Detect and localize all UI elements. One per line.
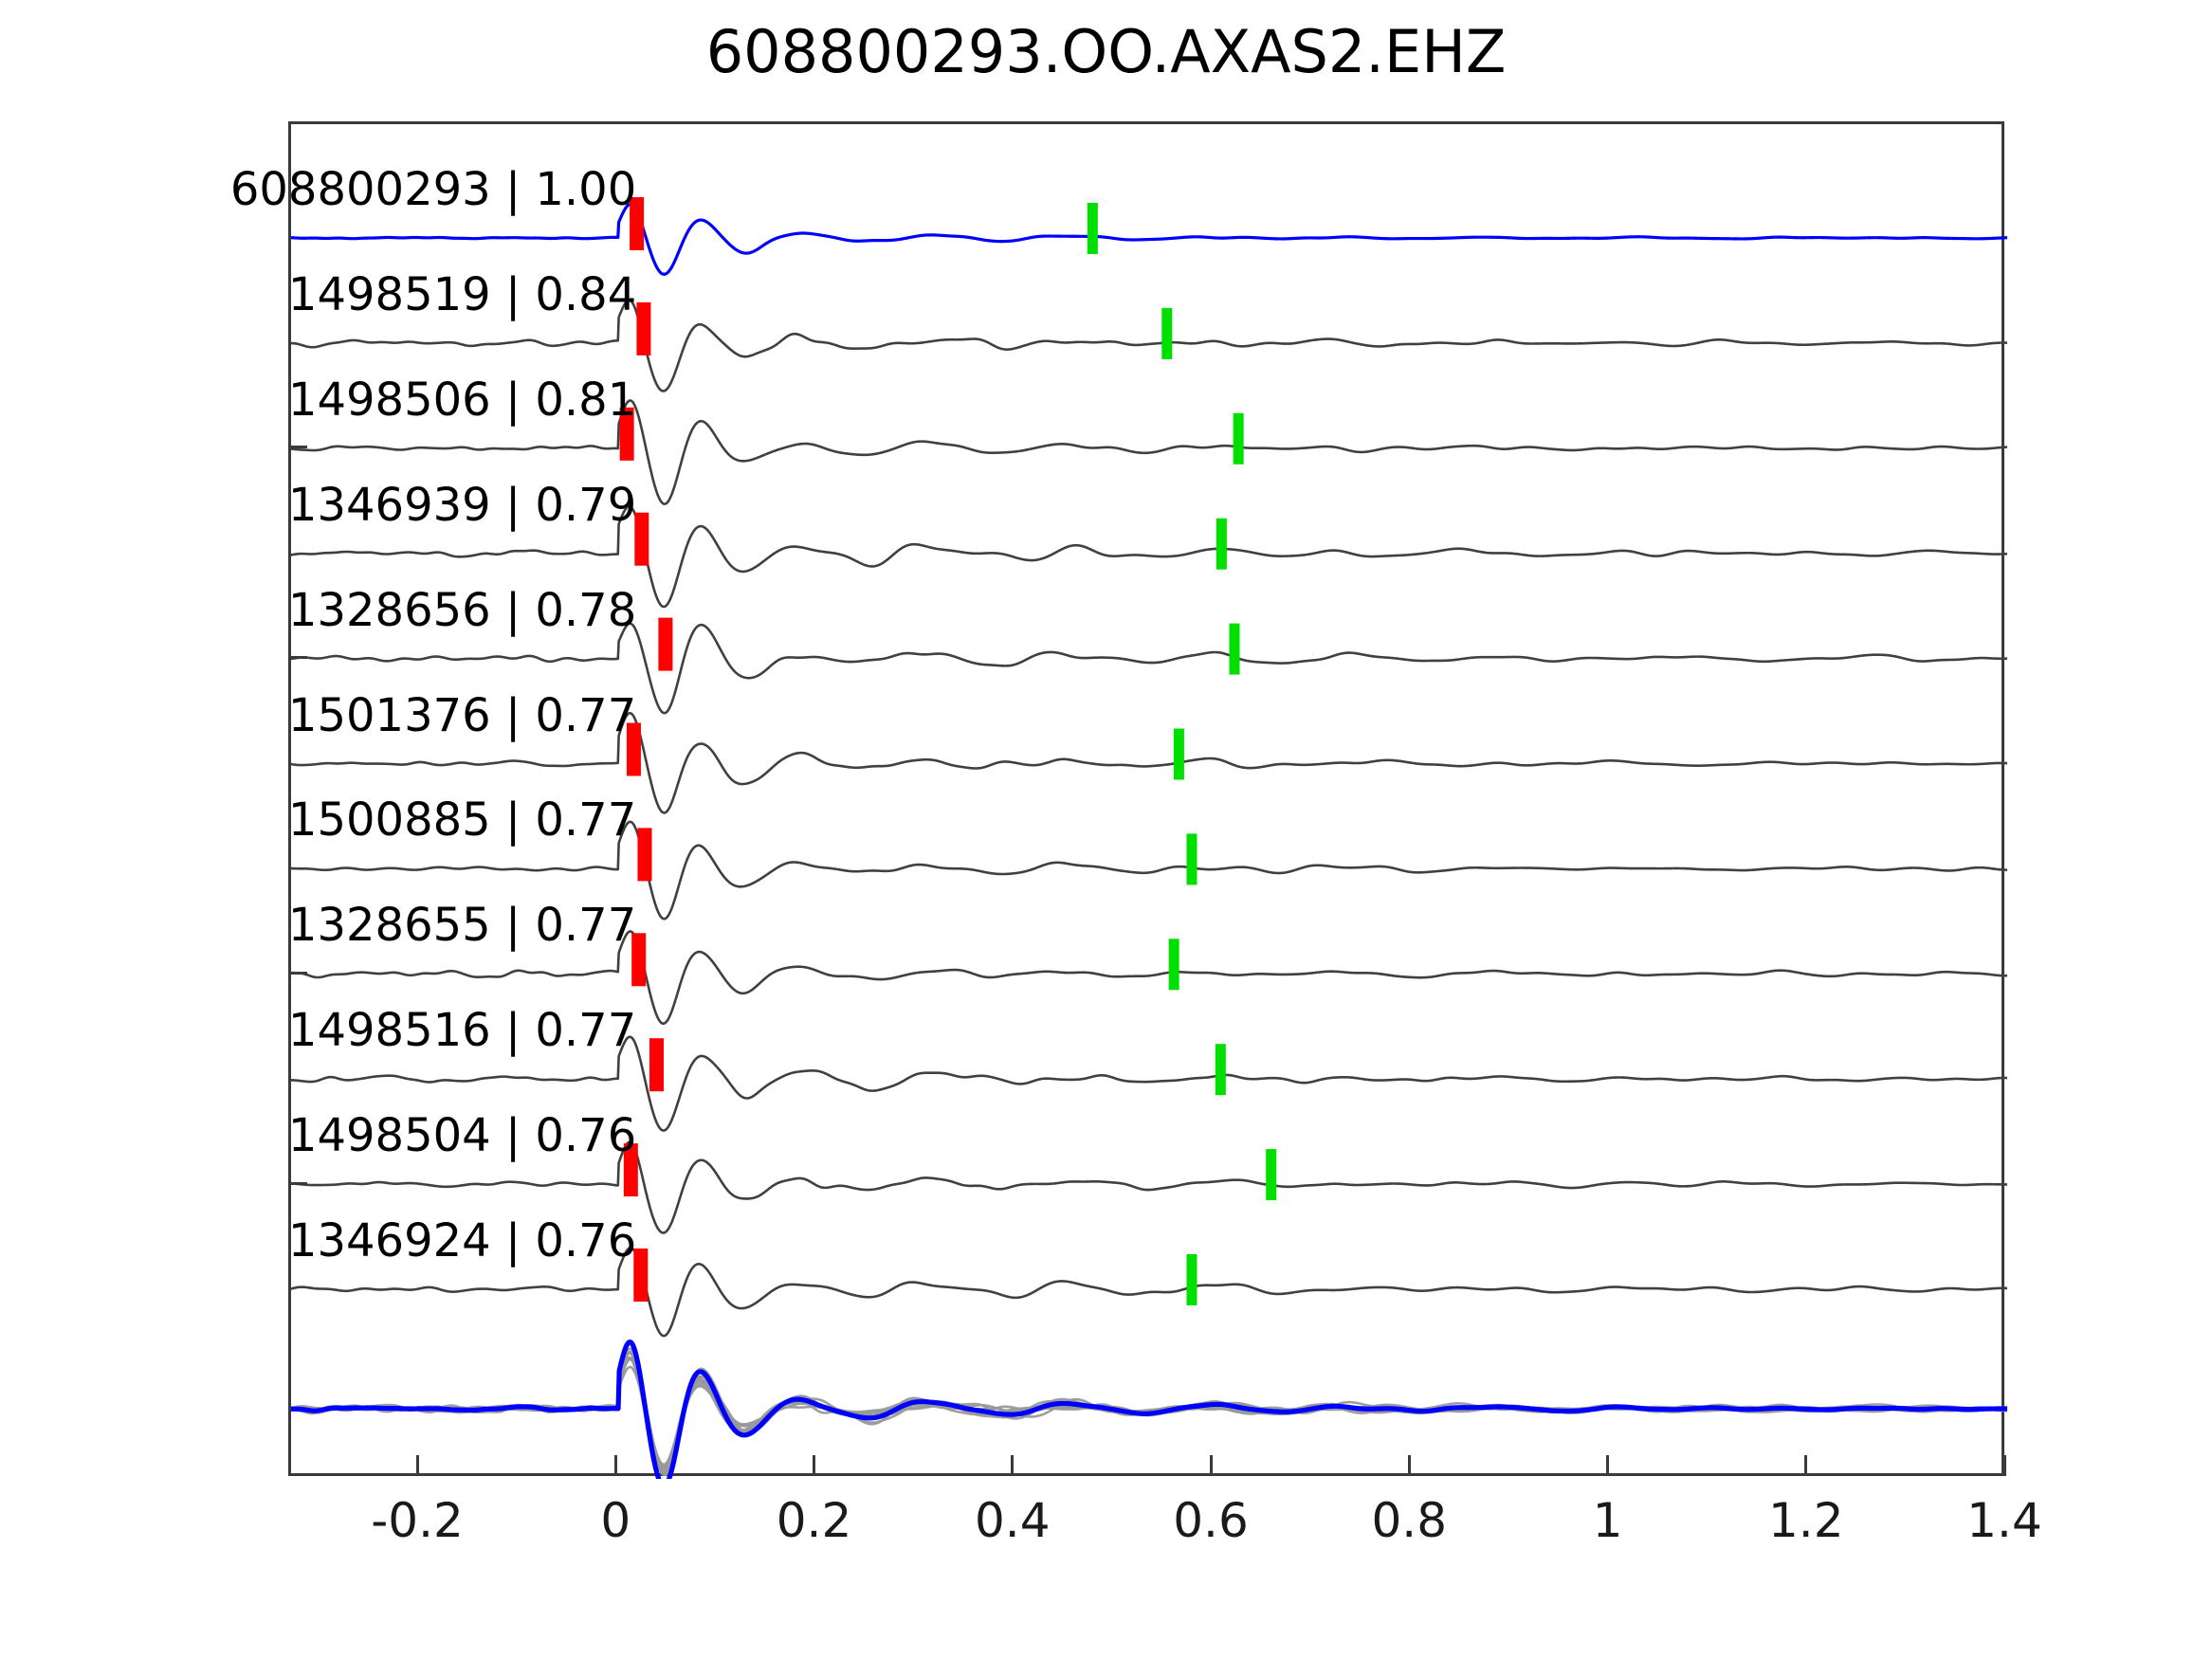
x-axis-tick-label: 1 [1592,1493,1623,1548]
p-pick-marker [634,512,649,566]
waveform-trace [291,711,2007,814]
trace-label: 1328655 | 0.77 [287,899,637,953]
p-pick-marker [636,301,651,356]
s-pick-marker [1168,939,1179,991]
waveform-trace [291,399,2007,505]
x-axis-tick [1606,1455,1609,1476]
waveform-trace [291,202,2007,276]
s-pick-marker [1186,1254,1197,1305]
plot-axes-frame [288,121,2007,1479]
waveform-trace [291,504,2007,609]
x-axis-tick [1804,1455,1808,1476]
p-pick-marker [649,1038,665,1092]
waveform-path [291,711,2007,814]
waveform-trace [291,1140,2007,1234]
p-pick-marker [626,722,641,776]
s-pick-marker [1161,307,1173,359]
p-pick-marker [633,1249,649,1302]
x-axis-tick-label: 0.4 [974,1493,1051,1548]
trace-label: 1498504 | 0.76 [287,1109,637,1163]
waveform-path [291,202,2007,276]
trace-label: 1328656 | 0.78 [287,583,637,637]
p-pick-marker [658,617,673,671]
waveform-path [291,930,2007,1025]
waveform-path [291,1035,2007,1132]
stack-overlay-trace [291,1365,2007,1475]
x-axis-tick-label: 0.8 [1371,1493,1448,1548]
s-pick-marker [1229,623,1240,675]
trace-label: 1500885 | 0.77 [287,793,637,848]
p-pick-marker [619,407,634,461]
waveform-path [291,1140,2007,1234]
s-pick-marker [1216,518,1227,570]
x-axis-tick [1011,1455,1015,1476]
waveform-path [291,820,2007,921]
waveform-path [291,504,2007,609]
waveform-trace [291,820,2007,921]
waveform-path [291,299,2007,392]
y-axis-tick [288,656,307,659]
x-axis-tick-label: -0.2 [371,1493,464,1548]
trace-label: 608800293 | 1.00 [229,163,637,216]
p-pick-marker [623,1143,638,1197]
trace-label: 1498506 | 0.81 [287,373,637,427]
x-axis-tick [415,1455,419,1476]
x-axis-tick [1209,1455,1213,1476]
trace-label: 1498519 | 0.84 [287,267,637,321]
p-pick-marker [637,828,652,882]
waveform-trace [291,1246,2007,1338]
trace-label: 1346924 | 0.76 [287,1214,637,1267]
x-axis-tick-label: 0 [600,1493,631,1548]
x-axis-tick-label: 0.6 [1173,1493,1249,1548]
x-axis-tick [1407,1455,1411,1476]
p-pick-marker [631,933,647,987]
p-pick-marker [630,197,645,250]
s-pick-marker [1087,203,1098,254]
x-axis-tick [813,1455,815,1476]
y-axis-tick [288,446,307,448]
waveform-path [291,399,2007,505]
stack-panel [291,1340,2007,1479]
trace-label: 1498516 | 0.77 [287,1004,637,1058]
waveform-trace [291,1035,2007,1132]
s-pick-marker [1215,1044,1226,1096]
s-pick-marker [1186,833,1197,885]
x-axis-tick-label: 1.2 [1767,1493,1844,1548]
x-axis-tick-label: 1.4 [1966,1493,2042,1548]
x-axis-tick [613,1455,617,1476]
y-axis-tick [288,972,307,975]
s-pick-marker [1173,728,1184,780]
y-axis-tick [288,1182,307,1185]
stack-mean-trace [291,1340,2007,1479]
x-axis-tick [2002,1455,2006,1476]
waveform-trace [291,930,2007,1025]
s-pick-marker [1233,412,1244,465]
page-title: 608800293.OO.AXAS2.EHZ [705,17,1507,86]
trace-label: 1501376 | 0.77 [287,688,637,742]
waveform-path [291,622,2007,715]
seismogram-plot [291,197,2007,1479]
waveform-trace [291,622,2007,715]
trace-label: 1346939 | 0.79 [287,478,637,532]
waveform-trace [291,299,2007,392]
waveform-path [291,1246,2007,1338]
s-pick-marker [1266,1149,1277,1201]
x-axis-tick-label: 0.2 [776,1493,852,1548]
